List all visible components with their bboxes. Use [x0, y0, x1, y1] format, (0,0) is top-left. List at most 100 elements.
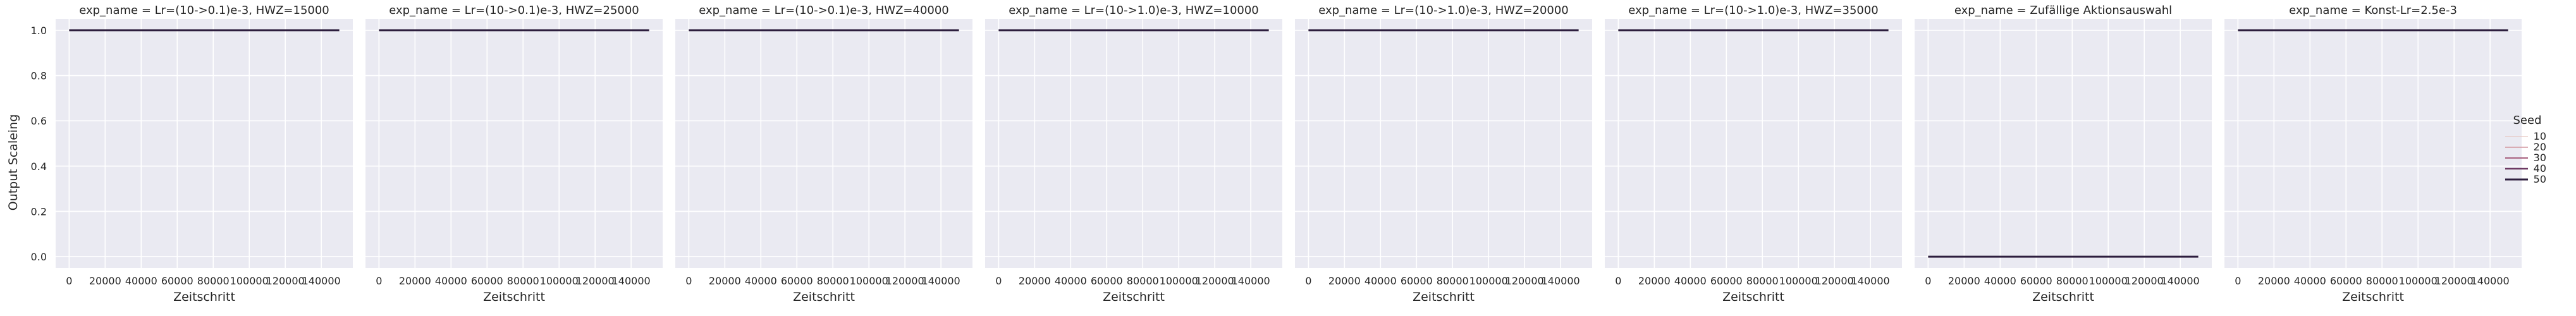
x-tick-label: 120000 [886, 275, 924, 287]
x-tick-label: 80000 [2056, 275, 2088, 287]
y-tick-label: 0.6 [31, 115, 47, 127]
x-tick-label: 120000 [266, 275, 305, 287]
plot-background [985, 19, 1282, 268]
x-tick-label: 60000 [1710, 275, 1743, 287]
x-tick-label: 140000 [612, 275, 651, 287]
x-tick-label: 60000 [2330, 275, 2362, 287]
x-tick-label: 40000 [745, 275, 777, 287]
x-tick-label: 60000 [781, 275, 813, 287]
x-tick-label: 0 [376, 275, 382, 287]
facet-panel: exp_name = Lr=(10->0.1)e-3, HWZ=40000 0 20… [675, 4, 972, 304]
x-tick-label: 60000 [2020, 275, 2052, 287]
x-axis-label: Zeitschritt [1722, 290, 1784, 304]
x-tick-label: 40000 [1055, 275, 1087, 287]
x-tick-label: 100000 [2399, 275, 2438, 287]
x-tick-label: 100000 [2089, 275, 2128, 287]
x-tick-label: 0 [1615, 275, 1621, 287]
x-tick-label: 140000 [922, 275, 960, 287]
x-tick-label: 100000 [1160, 275, 1198, 287]
facet-title: exp_name = Lr=(10->1.0)e-3, HWZ=10000 [1009, 4, 1259, 17]
x-tick-label: 120000 [1196, 275, 1234, 287]
facet-panel: exp_name = Lr=(10->1.0)e-3, HWZ=10000 0 20… [985, 4, 1282, 304]
x-tick-label: 20000 [399, 275, 431, 287]
x-tick-label: 80000 [1746, 275, 1779, 287]
x-tick-label: 120000 [576, 275, 615, 287]
x-tick-label: 0 [66, 275, 72, 287]
facet-title: exp_name = Konst-Lr=2.5e-3 [2289, 4, 2457, 17]
x-tick-label: 20000 [89, 275, 121, 287]
plot-background [1295, 19, 1592, 268]
y-axis-label: Output Scaleing [6, 114, 20, 211]
x-tick-label: 80000 [507, 275, 539, 287]
legend-label: 10 [2534, 130, 2546, 142]
y-tick-label: 0.2 [31, 205, 47, 217]
plot-background [1915, 19, 2212, 268]
x-tick-label: 40000 [1365, 275, 1397, 287]
x-tick-label: 0 [995, 275, 1002, 287]
y-tick-label: 0.8 [31, 70, 47, 82]
x-tick-label: 100000 [230, 275, 269, 287]
facet-panel: exp_name = Konst-Lr=2.5e-3 0 20000 40000 600… [2224, 4, 2522, 304]
x-tick-label: 80000 [817, 275, 849, 287]
x-tick-label: 20000 [709, 275, 741, 287]
x-tick-label: 40000 [2294, 275, 2326, 287]
legend-label: 30 [2534, 152, 2546, 164]
facet-panel: exp_name = Zufällige Aktionsauswahl 0 2000… [1915, 4, 2212, 304]
x-tick-label: 100000 [850, 275, 888, 287]
x-tick-label: 40000 [435, 275, 467, 287]
x-tick-label: 60000 [1401, 275, 1433, 287]
x-tick-label: 120000 [1815, 275, 1854, 287]
x-axis-label: Zeitschritt [1103, 290, 1165, 304]
x-tick-label: 140000 [1232, 275, 1270, 287]
x-tick-label: 100000 [1469, 275, 1508, 287]
plot-background [2224, 19, 2522, 268]
x-axis-label: Zeitschritt [2032, 290, 2094, 304]
x-tick-label: 60000 [161, 275, 193, 287]
legend-title: Seed [2513, 114, 2542, 127]
x-tick-label: 20000 [1328, 275, 1361, 287]
legend-label: 20 [2534, 141, 2546, 153]
x-tick-label: 80000 [197, 275, 230, 287]
facet-title: exp_name = Lr=(10->1.0)e-3, HWZ=20000 [1318, 4, 1569, 17]
facet-title: exp_name = Lr=(10->1.0)e-3, HWZ=35000 [1628, 4, 1879, 17]
x-tick-label: 0 [1925, 275, 1931, 287]
x-tick-label: 80000 [1127, 275, 1159, 287]
facet-panel: exp_name = Lr=(10->1.0)e-3, HWZ=20000 0 20… [1295, 4, 1592, 304]
plot-background [675, 19, 972, 268]
y-axis-label-layer: Output Scaleing [6, 114, 20, 211]
facet-panel: exp_name = Lr=(10->0.1)e-3, HWZ=25000 0 20… [365, 4, 663, 304]
y-tick-label: 0.4 [31, 161, 47, 173]
x-tick-label: 60000 [471, 275, 503, 287]
x-tick-label: 60000 [1091, 275, 1123, 287]
x-tick-label: 120000 [1506, 275, 1544, 287]
plot-background [365, 19, 663, 268]
plot-background [1605, 19, 1902, 268]
x-axis-label: Zeitschritt [2342, 290, 2404, 304]
legend-label: 50 [2534, 173, 2546, 185]
x-axis-label: Zeitschritt [483, 290, 545, 304]
y-tick-label: 1.0 [31, 25, 47, 37]
x-tick-label: 120000 [2435, 275, 2474, 287]
facet-title: exp_name = Lr=(10->0.1)e-3, HWZ=40000 [699, 4, 949, 17]
x-tick-label: 0 [1305, 275, 1311, 287]
x-tick-label: 40000 [125, 275, 157, 287]
x-tick-label: 80000 [1437, 275, 1469, 287]
x-tick-label: 140000 [302, 275, 341, 287]
facet-title: exp_name = Lr=(10->0.1)e-3, HWZ=15000 [79, 4, 329, 17]
facet-panel: exp_name = Lr=(10->0.1)e-3, HWZ=15000 0 20… [31, 4, 353, 304]
x-tick-label: 100000 [1779, 275, 1818, 287]
x-tick-label: 40000 [1674, 275, 1707, 287]
facet-panel: exp_name = Lr=(10->1.0)e-3, HWZ=35000 0 20… [1605, 4, 1902, 304]
facet-title: exp_name = Zufällige Aktionsauswahl [1954, 4, 2172, 17]
x-tick-label: 20000 [2258, 275, 2290, 287]
y-tick-label: 0.0 [31, 251, 47, 263]
x-tick-label: 140000 [1542, 275, 1580, 287]
x-tick-label: 140000 [1851, 275, 1890, 287]
plot-background [56, 19, 353, 268]
x-tick-label: 140000 [2161, 275, 2200, 287]
facets: exp_name = Lr=(10->0.1)e-3, HWZ=15000 0 20… [31, 4, 2522, 304]
x-tick-label: 20000 [1638, 275, 1671, 287]
x-axis-label: Zeitschritt [1413, 290, 1475, 304]
